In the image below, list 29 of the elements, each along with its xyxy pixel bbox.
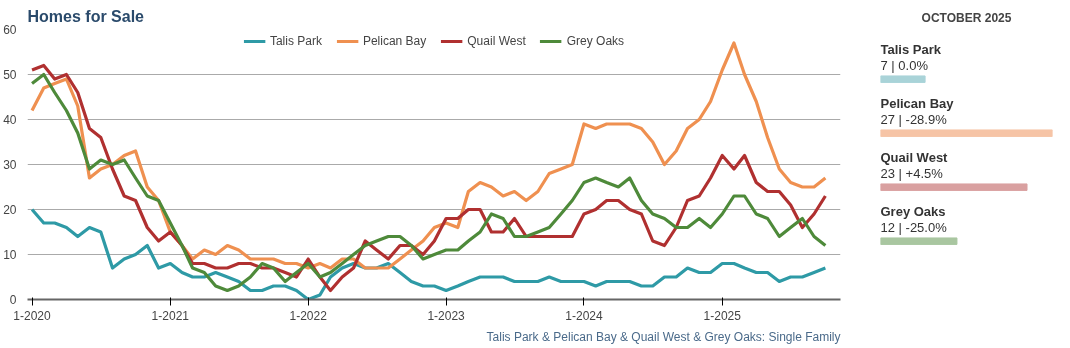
y-tick-label: 40: [3, 113, 17, 127]
y-tick-label: 30: [3, 158, 17, 172]
y-tick-label: Talis Park: [880, 41, 942, 57]
x-tick-label: 1-2024: [565, 308, 603, 323]
y-tick-label: Quail West: [880, 149, 949, 165]
legend-label: Quail West: [467, 34, 526, 48]
y-tick-label: 50: [3, 68, 17, 82]
x-tick-label: 1-2025: [703, 308, 742, 323]
legend-label: Talis Park: [269, 34, 322, 48]
data-label: 12 | -25.0%: [880, 219, 948, 235]
y-tick-label: 60: [3, 23, 17, 37]
x-tick-label: 1-2022: [289, 308, 328, 323]
legend-label: Pelican Bay: [362, 34, 427, 48]
data-label: 7 | 0.0%: [880, 57, 929, 73]
y-tick-label: 20: [3, 203, 17, 217]
line-series: [30, 207, 827, 300]
y-tick-label: 0: [9, 293, 17, 307]
data-label: 27 | -28.9%: [880, 111, 948, 127]
y-tick-label: 10: [3, 248, 17, 262]
x-tick-label: 1-2020: [13, 308, 52, 323]
x-tick-label: 1-2023: [427, 308, 466, 323]
x-tick-label: 1-2021: [151, 308, 190, 323]
chart-title: OCTOBER 2025: [921, 10, 1012, 25]
y-tick-label: Grey Oaks: [880, 203, 946, 219]
chart-title: Homes for Sale: [27, 7, 145, 25]
legend-label: Grey Oaks: [566, 34, 625, 48]
y-tick-label: Pelican Bay: [880, 95, 955, 111]
text: Talis Park & Pelican Bay & Quail West & Grey Oaks: Single Family: [486, 329, 841, 344]
data-label: 23 | +4.5%: [880, 165, 944, 181]
